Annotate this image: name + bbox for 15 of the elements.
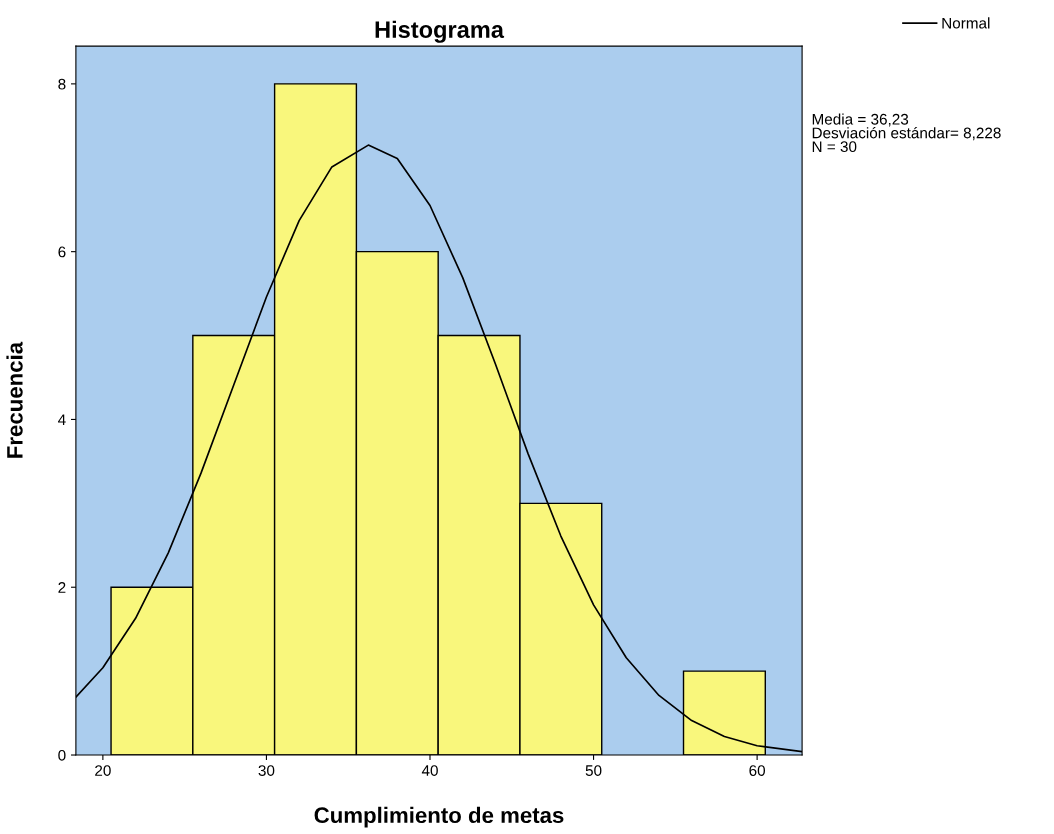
legend-label: Normal bbox=[942, 17, 990, 29]
y-tick-label: 4 bbox=[58, 414, 66, 425]
chart-title: Histograma bbox=[375, 20, 505, 43]
y-tick-label: 2 bbox=[58, 582, 66, 593]
x-tick-label: 60 bbox=[749, 765, 766, 776]
x-tick-label: 40 bbox=[421, 765, 438, 776]
y-tick-label: 0 bbox=[58, 749, 66, 761]
y-tick-label: 8 bbox=[58, 78, 66, 90]
x-tick-label: 30 bbox=[258, 765, 275, 776]
x-axis-title: Cumplimiento de metas bbox=[314, 806, 564, 828]
text: Media = 36,23 Desviación estándar= 8,228 N = 30 bbox=[812, 113, 1001, 153]
y-axis-title: Frecuencia bbox=[6, 341, 23, 458]
x-tick-label: 20 bbox=[95, 765, 111, 776]
x-tick-label: 50 bbox=[585, 765, 602, 776]
y-tick-label: 6 bbox=[58, 246, 66, 258]
